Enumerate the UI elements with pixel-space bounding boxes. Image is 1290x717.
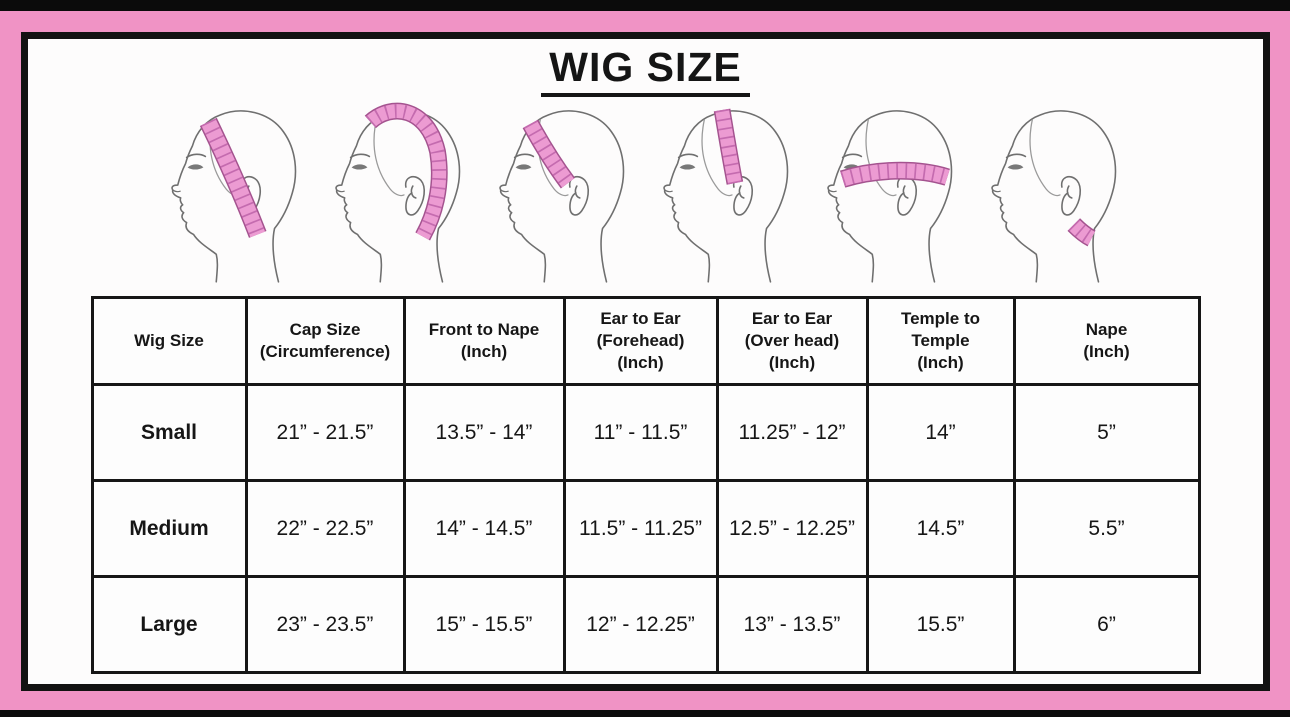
tape-temple-to-temple — [839, 161, 950, 188]
medium-ear-to-ear-overhead: 12.5” - 12.25” — [715, 479, 869, 579]
row-label-large: Large — [90, 575, 248, 675]
content-panel: WIG SIZE — [21, 32, 1270, 691]
head-ear-to-ear-forehead-icon — [498, 110, 624, 283]
large-ear-to-ear-overhead: 13” - 13.5” — [715, 575, 869, 675]
small-nape: 5” — [1012, 383, 1201, 483]
head-nape-icon — [990, 110, 1116, 283]
medium-ear-to-ear-forehead: 11.5” - 11.25” — [562, 479, 719, 579]
header-wig-size: Wig Size — [90, 296, 248, 387]
head-ear-to-ear-overhead-icon — [662, 108, 788, 283]
bottom-black-edge — [0, 710, 1290, 717]
top-black-edge — [0, 0, 1290, 11]
page-title: WIG SIZE — [541, 44, 750, 98]
table-header-row: Wig Size Cap Size (Circumference) Front … — [90, 296, 1201, 387]
large-temple-to-temple: 15.5” — [865, 575, 1016, 675]
tape-ear-to-ear-forehead — [522, 119, 575, 189]
medium-nape: 5.5” — [1012, 479, 1201, 579]
head-front-to-nape-icon — [334, 102, 460, 283]
small-temple-to-temple: 14” — [865, 383, 1016, 483]
small-front-to-nape: 13.5” - 14” — [402, 383, 566, 483]
large-front-to-nape: 15” - 15.5” — [402, 575, 566, 675]
large-cap-size: 23” - 23.5” — [244, 575, 406, 675]
table-row-small: Small 21” - 21.5” 13.5” - 14” 11” - 11.5… — [90, 383, 1201, 483]
tape-cap-circumference — [199, 117, 266, 238]
title-row: WIG SIZE — [28, 44, 1263, 98]
header-temple-to-temple: Temple to Temple (Inch) — [865, 296, 1016, 387]
row-label-medium: Medium — [90, 479, 248, 579]
table-row-large: Large 23” - 23.5” 15” - 15.5” 12” - 12.2… — [90, 575, 1201, 675]
header-ear-to-ear-overhead: Ear to Ear (Over head) (Inch) — [715, 296, 869, 387]
header-front-to-nape: Front to Nape (Inch) — [402, 296, 566, 387]
header-nape: Nape (Inch) — [1012, 296, 1201, 387]
row-label-small: Small — [90, 383, 248, 483]
small-ear-to-ear-forehead: 11” - 11.5” — [562, 383, 719, 483]
large-ear-to-ear-forehead: 12” - 12.25” — [562, 575, 719, 675]
wig-size-table: Wig Size Cap Size (Circumference) Front … — [90, 296, 1201, 675]
header-ear-to-ear-forehead: Ear to Ear (Forehead) (Inch) — [562, 296, 719, 387]
small-ear-to-ear-overhead: 11.25” - 12” — [715, 383, 869, 483]
head-temple-to-temple-icon — [826, 110, 952, 283]
tape-ear-to-ear-overhead — [713, 108, 743, 185]
table-row-medium: Medium 22” - 22.5” 14” - 14.5” 11.5” - 1… — [90, 479, 1201, 579]
large-nape: 6” — [1012, 575, 1201, 675]
medium-front-to-nape: 14” - 14.5” — [402, 479, 566, 579]
measurement-diagrams-row — [28, 99, 1263, 287]
medium-temple-to-temple: 14.5” — [865, 479, 1016, 579]
header-cap-size: Cap Size (Circumference) — [244, 296, 406, 387]
tape-front-to-nape — [364, 102, 448, 241]
head-cap-circumference-icon — [170, 110, 296, 283]
small-cap-size: 21” - 21.5” — [244, 383, 406, 483]
tape-nape — [1066, 218, 1096, 247]
medium-cap-size: 22” - 22.5” — [244, 479, 406, 579]
